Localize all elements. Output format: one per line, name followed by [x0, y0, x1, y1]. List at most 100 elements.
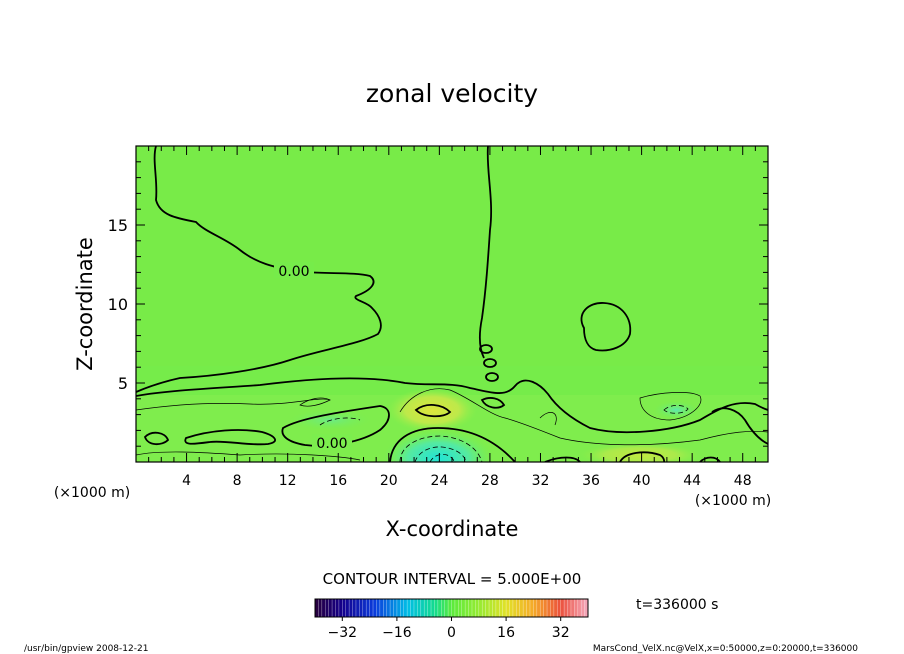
x-unit-label: (×1000 m) — [695, 493, 771, 509]
colorbar-cell — [393, 599, 398, 617]
colorbar-cell — [468, 599, 473, 617]
colorbar-tick-label: −32 — [328, 625, 358, 641]
colorbar-cell — [454, 599, 459, 617]
colorbar-cell — [352, 599, 357, 617]
colorbar-cell — [570, 599, 575, 617]
colorbar-cell — [400, 599, 405, 617]
chart-title: zonal velocity — [366, 79, 538, 108]
x-tick-label: 8 — [233, 473, 242, 489]
x-tick-label: 20 — [380, 473, 398, 489]
colorbar-cell — [519, 599, 524, 617]
colorbar-cell — [465, 599, 469, 617]
x-tick-label: 24 — [430, 473, 448, 489]
y-tick-label: 10 — [108, 295, 128, 314]
colorbar-cell — [574, 599, 579, 617]
colorbar-cell — [526, 599, 531, 617]
x-axis-label: X-coordinate — [386, 517, 519, 541]
colorbar-cell — [475, 599, 480, 617]
colorbar-cell — [553, 599, 558, 617]
colorbar-cell — [584, 599, 589, 617]
warm-anomaly-right — [580, 443, 700, 462]
colorbar — [314, 599, 589, 617]
colorbar-cell — [560, 599, 565, 617]
colorbar-cell — [577, 599, 582, 617]
contour-interval: CONTOUR INTERVAL = 5.000E+00 — [323, 570, 582, 588]
colorbar-cell — [403, 599, 408, 617]
warm-anomaly — [387, 388, 477, 432]
colorbar-cell — [509, 599, 514, 617]
colorbar-cell — [495, 599, 500, 617]
colorbar-cell — [369, 599, 374, 617]
colorbar-cell — [396, 599, 401, 617]
colorbar-cell — [499, 599, 503, 617]
cold-anomaly-core — [383, 430, 493, 462]
contour-label-upper: 0.00 — [278, 264, 309, 280]
colorbar-tick-label: 16 — [497, 625, 515, 641]
colorbar-cell — [325, 599, 329, 617]
thin-contours — [136, 388, 768, 461]
colorbar-cell — [540, 599, 544, 617]
x-tick-label: 36 — [582, 473, 600, 489]
zero-contours — [136, 146, 768, 462]
contour-label-bg-lower — [312, 434, 352, 450]
colorbar-cell — [482, 599, 486, 617]
colorbar-cell — [564, 599, 568, 617]
colorbar-cell — [523, 599, 527, 617]
colorbar-cell — [441, 599, 445, 617]
colorbar-cell — [355, 599, 360, 617]
colorbar-cell — [366, 599, 370, 617]
colorbar-cell — [407, 599, 411, 617]
cold-anomaly-right — [654, 401, 698, 419]
colorbar-cell — [567, 599, 572, 617]
colorbar-cell — [424, 599, 428, 617]
colorbar-cell — [581, 599, 585, 617]
colorbar-cell — [492, 599, 497, 617]
colorbar-cell — [349, 599, 353, 617]
field-upper-region — [136, 146, 768, 366]
x-tick-label: 12 — [279, 473, 297, 489]
colorbar-cell — [373, 599, 377, 617]
x-axis-ticks: 4 8 12 16 20 24 28 32 36 40 44 48 — [148, 146, 756, 489]
colorbar-cell — [427, 599, 432, 617]
colorbar-cell — [390, 599, 394, 617]
contour-label-lower: 0.00 — [316, 436, 347, 452]
x-tick-label: 48 — [734, 473, 752, 489]
x-tick-label: 4 — [182, 473, 191, 489]
contour-label-bg-upper — [274, 262, 314, 278]
colorbar-cell — [376, 599, 381, 617]
colorbar-cell — [489, 599, 493, 617]
colorbar-cell — [332, 599, 336, 617]
x-tick-label: 28 — [481, 473, 499, 489]
colorbar-cell — [417, 599, 422, 617]
colorbar-cell — [328, 599, 333, 617]
colorbar-cell — [431, 599, 435, 617]
colorbar-cell — [335, 599, 340, 617]
x-tick-label: 44 — [683, 473, 701, 489]
colorbar-cell — [434, 599, 439, 617]
dashed-contours — [319, 404, 689, 462]
colorbar-cell — [448, 599, 452, 617]
colorbar-cell — [315, 599, 319, 617]
colorbar-cell — [557, 599, 561, 617]
colorbar-cell — [458, 599, 463, 617]
colorbar-cell — [386, 599, 391, 617]
colorbar-cell — [547, 599, 551, 617]
colorbar-cell — [345, 599, 350, 617]
colorbar-cell — [410, 599, 415, 617]
colorbar-cell — [451, 599, 456, 617]
colorbar-cell — [420, 599, 425, 617]
y-tick-label: 15 — [108, 216, 128, 235]
y-axis-ticks: 5 10 15 — [108, 161, 768, 447]
footer-right: MarsCond_VelX.nc@VelX,x=0:50000,z=0:2000… — [593, 644, 858, 654]
colorbar-cell — [318, 599, 323, 617]
colorbar-cell — [338, 599, 343, 617]
colorbar-cell — [529, 599, 534, 617]
x-tick-label: 16 — [329, 473, 347, 489]
time-label: t=336000 s — [636, 597, 718, 613]
colorbar-cell — [321, 599, 326, 617]
colorbar-cell — [362, 599, 367, 617]
colorbar-cell — [533, 599, 538, 617]
colorbar-cell — [543, 599, 548, 617]
colorbar-cell — [550, 599, 555, 617]
